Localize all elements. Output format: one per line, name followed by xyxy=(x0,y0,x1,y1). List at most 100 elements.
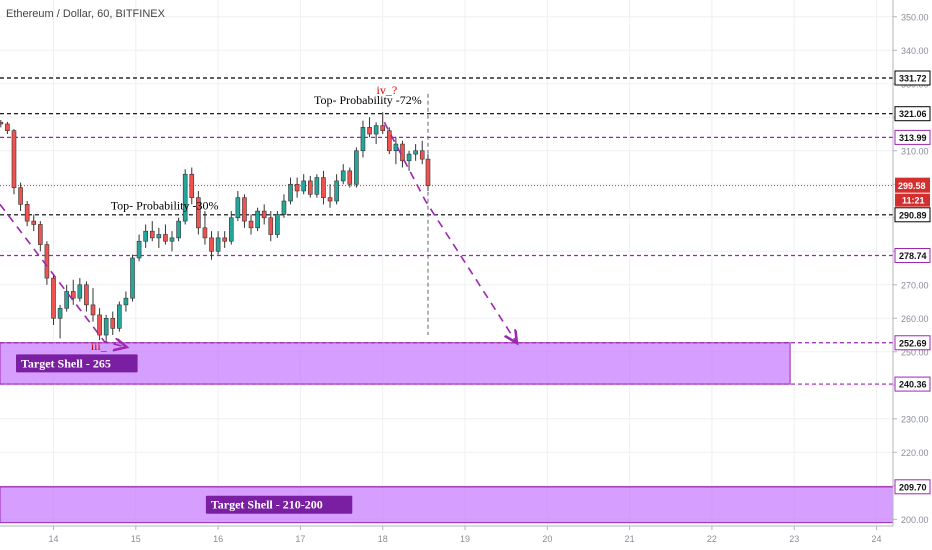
y-axis-background xyxy=(893,0,932,550)
x-tick-label: 23 xyxy=(789,534,799,544)
x-tick-label: 24 xyxy=(872,534,882,544)
candle-body xyxy=(242,197,247,222)
candle-body xyxy=(268,217,274,235)
candle-body xyxy=(64,291,69,309)
chart-annotation: iii_ xyxy=(91,339,108,353)
chart-annotation: iv_? xyxy=(376,83,397,97)
candle-body xyxy=(340,170,346,182)
countdown-tag xyxy=(895,193,930,207)
candle-body xyxy=(248,220,254,229)
candle-body xyxy=(110,317,116,329)
current-price-tag xyxy=(895,177,930,193)
candle-body xyxy=(354,150,359,185)
candle-body xyxy=(44,244,50,279)
candle-body xyxy=(31,220,37,225)
candle-body xyxy=(57,307,63,319)
candle-body xyxy=(321,177,326,198)
candle-body xyxy=(235,197,241,219)
x-tick-label: 21 xyxy=(625,534,635,544)
x-axis-background xyxy=(0,526,932,550)
candle-body xyxy=(275,214,280,235)
candle-body xyxy=(281,200,287,215)
candle-body xyxy=(334,180,339,202)
level-price-label: 290.89 xyxy=(899,210,927,220)
candle-body xyxy=(228,217,234,242)
target-zone-label-bg xyxy=(16,354,138,373)
candle-body xyxy=(103,317,109,336)
level-price-label: 278.74 xyxy=(899,251,927,261)
candle-body xyxy=(18,187,23,205)
level-price-tag xyxy=(894,207,931,223)
candle-body xyxy=(84,284,89,306)
candle-body xyxy=(360,127,366,152)
candle-body xyxy=(117,304,122,329)
y-tick-label: 250.00 xyxy=(901,347,929,357)
candle-body xyxy=(406,153,412,162)
x-tick-label: 20 xyxy=(542,534,552,544)
candle-body xyxy=(196,197,201,229)
level-price-label: 321.06 xyxy=(899,109,927,119)
level-price-label: 209.70 xyxy=(899,482,927,492)
candle-body xyxy=(156,234,162,239)
candle-body xyxy=(386,130,392,152)
candle-body xyxy=(189,173,195,198)
y-tick-label: 230.00 xyxy=(901,414,929,424)
level-price-tag xyxy=(894,106,931,122)
candle-body xyxy=(97,314,102,336)
candle-body xyxy=(380,125,386,131)
level-price-tag xyxy=(894,129,931,145)
candle-body xyxy=(51,277,56,319)
x-tick-label: 17 xyxy=(295,534,305,544)
y-tick-label: 350.00 xyxy=(901,12,929,22)
level-price-label: 240.36 xyxy=(899,380,927,390)
candle-body xyxy=(169,237,175,242)
candle-body xyxy=(0,121,4,125)
candle-body xyxy=(400,143,405,162)
candle-body xyxy=(373,125,379,135)
level-price-tag xyxy=(894,376,931,392)
candle-body xyxy=(90,304,96,316)
countdown-label: 11:21 xyxy=(902,196,925,206)
candle-body xyxy=(301,180,307,192)
candle-body xyxy=(70,291,76,299)
candle-body xyxy=(136,240,142,259)
level-price-label: 313.99 xyxy=(899,133,927,143)
candle-body xyxy=(419,150,425,160)
y-tick-label: 310.00 xyxy=(901,146,929,156)
level-price-label: 331.72 xyxy=(899,73,927,83)
candle-body xyxy=(288,183,293,202)
candle-body xyxy=(327,197,333,202)
candle-body xyxy=(202,227,208,239)
y-tick-label: 220.00 xyxy=(901,448,929,458)
candle-body xyxy=(11,130,17,188)
target-zone-label: Target Shell - 265 xyxy=(21,356,111,370)
x-tick-label: 15 xyxy=(131,534,141,544)
candle-body xyxy=(222,237,227,242)
candle-body xyxy=(261,210,267,219)
y-tick-label: 200.00 xyxy=(901,515,929,525)
candle-body xyxy=(77,284,83,299)
chart-annotation: Top- Probability -72% xyxy=(314,93,422,107)
x-tick-label: 14 xyxy=(48,534,58,544)
candle-body xyxy=(255,210,260,229)
y-tick-label: 260.00 xyxy=(901,314,929,324)
candle-body xyxy=(294,183,300,192)
projection-arrow xyxy=(383,121,516,341)
level-price-tag xyxy=(894,70,931,86)
candle-body xyxy=(130,257,135,299)
target-zone-label-bg xyxy=(205,495,353,514)
target-zone xyxy=(0,486,894,524)
candle-body xyxy=(307,180,313,195)
y-tick-label: 340.00 xyxy=(901,46,929,56)
x-tick-label: 19 xyxy=(460,534,470,544)
level-price-tag xyxy=(894,335,931,351)
candle-body xyxy=(5,123,10,131)
candle-body xyxy=(123,297,129,306)
candle-body xyxy=(149,230,155,239)
symbol-title: Ethereum / Dollar, 60, BITFINEX xyxy=(6,8,165,20)
candle-body xyxy=(163,234,168,242)
current-price-label: 299.58 xyxy=(898,181,926,191)
